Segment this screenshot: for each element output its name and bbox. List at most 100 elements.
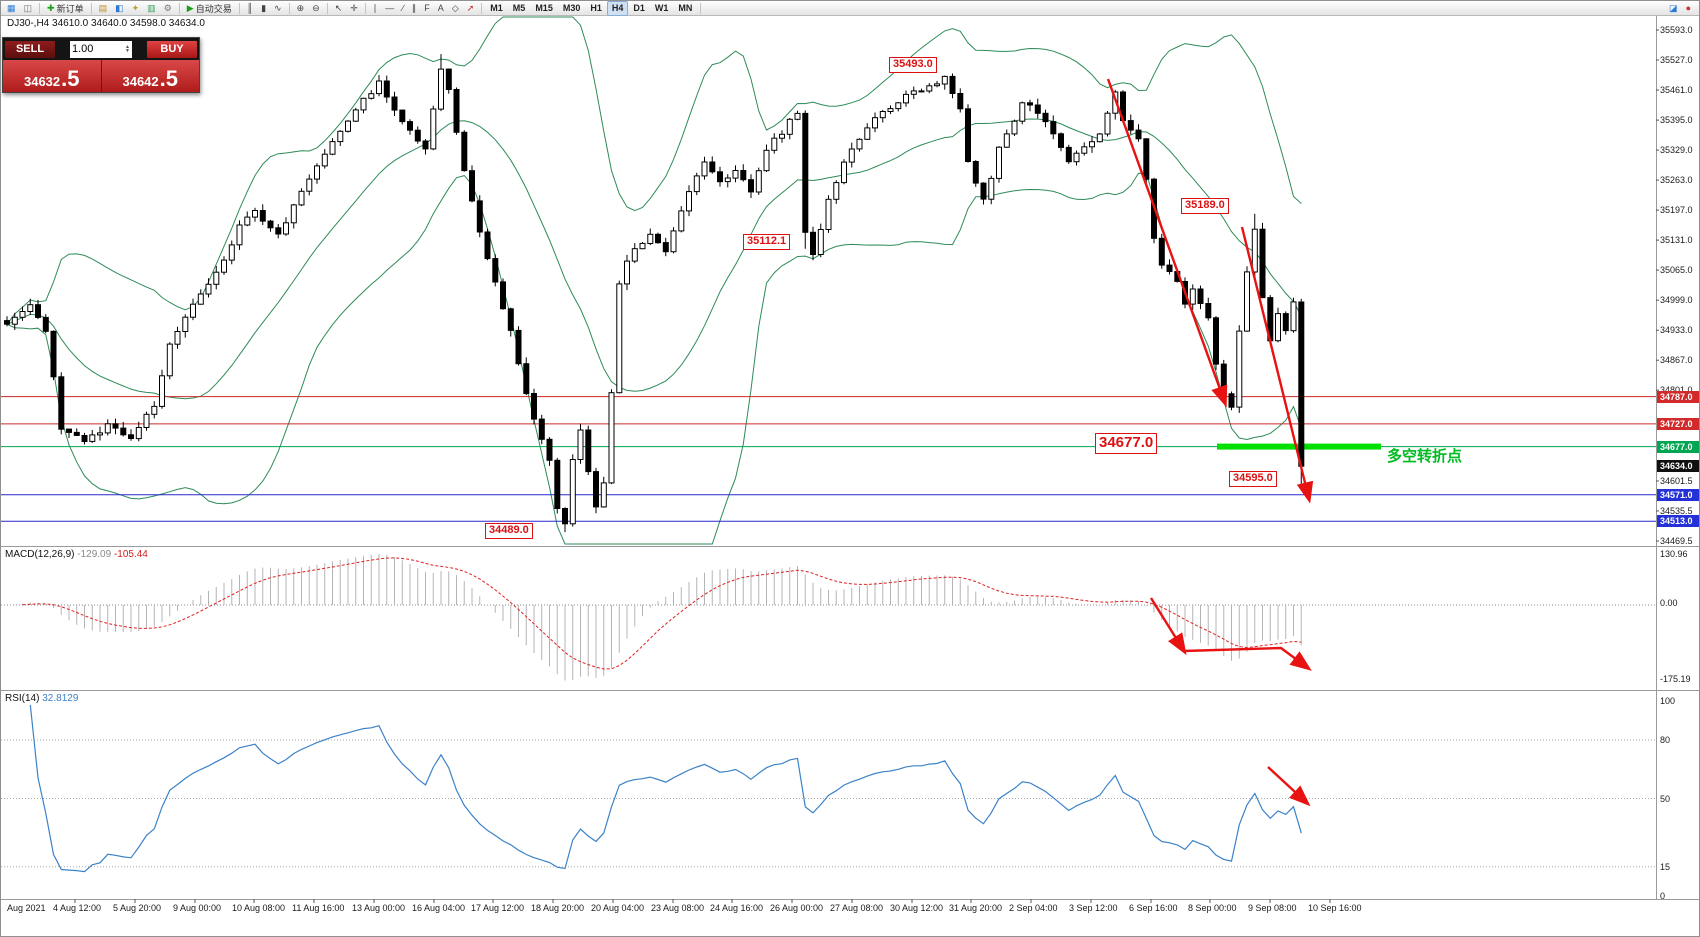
spinner-down-icon[interactable]: ▼: [125, 48, 130, 54]
toolbar-items: ▦ ◫ ✚ 新订单 ▤ ◧ ✦ ▥ ⚙ ▶ 自动交易 ║ ▮ ∿ ⊕ ⊖ ↖ ✛ ∣ ― ∕ ∥ F A ◇ ➚ M1 M5 M15 M3…: [3, 1, 704, 16]
price-axis-tick: 34999.0: [1660, 295, 1693, 305]
price-axis-tick: 35197.0: [1660, 205, 1693, 215]
price-axis-tick: 35329.0: [1660, 145, 1693, 155]
bid-price[interactable]: 34632.5: [3, 60, 102, 92]
time-axis-label: 6 Sep 16:00: [1129, 903, 1178, 913]
time-axis-label: 4 Aug 12:00: [53, 903, 102, 913]
shapes-button-icon: ◇: [451, 2, 459, 13]
new-order-button-icon: ✚: [47, 2, 55, 13]
strategy-tester-button-icon: ⚙: [163, 2, 172, 13]
price-axis-tick: 35461.0: [1660, 85, 1693, 95]
volume-input[interactable]: 1.00 ▲ ▼: [70, 40, 132, 58]
rsi-axis-label: 50: [1660, 794, 1671, 804]
bar-chart-button[interactable]: ║: [243, 1, 257, 16]
timeframe-d1-button[interactable]: D1: [628, 1, 650, 16]
timeframe-mn-button[interactable]: MN: [673, 1, 697, 16]
trendline-button[interactable]: ∕: [398, 1, 408, 16]
time-axis-label: 30 Aug 12:00: [890, 903, 944, 913]
timeframe-m30-button[interactable]: M30: [558, 1, 586, 16]
macd-value-main: -129.09: [77, 549, 112, 560]
timeframe-m15-button[interactable]: M15: [530, 1, 558, 16]
navigator-button-icon: ✦: [131, 2, 140, 13]
autotrading-button[interactable]: ▶ 自动交易: [183, 1, 236, 16]
timeframe-m5-button-icon: M5: [512, 2, 526, 13]
cursor-button-icon: ↖: [334, 2, 343, 13]
time-axis-label: 5 Aug 20:00: [113, 903, 162, 913]
time-axis-label: 3 Sep 12:00: [1069, 903, 1118, 913]
timeframe-mn-button-icon: MN: [678, 2, 693, 13]
vertical-line-button-icon: ∣: [372, 2, 378, 13]
time-axis-label: 20 Aug 04:00: [591, 903, 645, 913]
navigator-button[interactable]: ✦: [128, 1, 144, 16]
zoom-out-button[interactable]: ⊖: [308, 1, 324, 16]
market-watch-button[interactable]: ▤: [95, 1, 112, 16]
toolbar-separator: [700, 2, 702, 14]
one-click-trading-panel: SELL 1.00 ▲ ▼ BUY 34632.5 34642.5: [2, 37, 200, 93]
timeframe-m1-button-icon: M1: [490, 2, 503, 13]
rsi-layer: [1, 704, 1656, 873]
zoom-in-button[interactable]: ⊕: [293, 1, 309, 16]
status-icon[interactable]: ●: [1682, 1, 1695, 16]
spinner-up-icon[interactable]: ▲: [125, 44, 130, 50]
price-axis-tick: 35131.0: [1660, 235, 1693, 245]
time-axis-label: 10 Aug 08:00: [232, 903, 286, 913]
arrows-button-icon: ➚: [466, 2, 475, 13]
line-chart-button[interactable]: ∿: [270, 1, 286, 16]
candlestick-chart-button[interactable]: ▮: [257, 1, 270, 16]
sell-button[interactable]: SELL: [5, 40, 55, 58]
candlestick-chart-button-icon: ▮: [261, 2, 267, 13]
volume-spinner[interactable]: ▲ ▼: [125, 44, 130, 54]
new-chart-button[interactable]: ▦: [3, 1, 20, 16]
price-callout-label: 35189.0: [1181, 198, 1229, 214]
toolbar-separator: [178, 2, 180, 14]
fibonacci-button[interactable]: F: [420, 1, 434, 16]
time-axis-label: 8 Sep 00:00: [1188, 903, 1237, 913]
channel-button[interactable]: ∥: [408, 1, 421, 16]
timeframe-m5-button[interactable]: M5: [508, 1, 531, 16]
terminal-button[interactable]: ▥: [143, 1, 160, 16]
channel-button-icon: ∥: [411, 2, 417, 13]
time-axis-label: 11 Aug 16:00: [292, 903, 345, 913]
timeframe-h1-button[interactable]: H1: [585, 1, 607, 16]
text-button[interactable]: A: [434, 1, 448, 16]
docking-icon[interactable]: ◪: [1665, 1, 1682, 16]
price-axis-tick: 35593.0: [1660, 25, 1693, 35]
profiles-button[interactable]: ◫: [20, 1, 37, 16]
timeframe-m1-button[interactable]: M1: [485, 1, 508, 16]
strategy-tester-button[interactable]: ⚙: [160, 1, 176, 16]
buy-button[interactable]: BUY: [147, 40, 197, 58]
bollinger-bands-layer: [6, 16, 1302, 545]
timeframe-h4-button[interactable]: H4: [606, 1, 629, 16]
volume-value: 1.00: [72, 43, 94, 55]
timeframe-w1-button[interactable]: W1: [650, 1, 674, 16]
cursor-button[interactable]: ↖: [331, 1, 347, 16]
rsi-axis-label: 100: [1660, 696, 1676, 706]
main-toolbar: ▦ ◫ ✚ 新订单 ▤ ◧ ✦ ▥ ⚙ ▶ 自动交易 ║ ▮ ∿ ⊕ ⊖ ↖ ✛ ∣ ― ∕ ∥ F A ◇ ➚ M1 M5 M15 M3…: [1, 1, 1699, 16]
status-icon-icon: ●: [1685, 2, 1691, 13]
trade-panel-prices: 34632.5 34642.5: [3, 60, 199, 92]
toolbar-right: ◪ ●: [1665, 1, 1697, 16]
data-window-button-icon: ◧: [115, 2, 124, 13]
time-axis-label: 27 Aug 08:00: [830, 903, 884, 913]
crosshair-button[interactable]: ✛: [346, 1, 362, 16]
horizontal-line-button[interactable]: ―: [381, 1, 398, 16]
horizontal-line-button-icon: ―: [385, 2, 395, 13]
ask-price[interactable]: 34642.5: [101, 60, 199, 92]
macd-axis-label: -175.19: [1660, 674, 1691, 684]
arrows-button[interactable]: ➚: [463, 1, 479, 16]
ask-price-pips: .5: [159, 66, 178, 92]
new-order-button[interactable]: ✚ 新订单: [43, 1, 88, 16]
vertical-line-button[interactable]: ∣: [369, 1, 382, 16]
shapes-button[interactable]: ◇: [448, 1, 463, 16]
autotrading-button-label: 自动交易: [195, 3, 232, 14]
timeframe-d1-button-icon: D1: [633, 2, 645, 13]
price-callout-label: 35112.1: [743, 234, 791, 250]
price-axis-tick: 34601.5: [1660, 476, 1693, 486]
price-tag: 34634.0: [1657, 460, 1699, 472]
timeframe-h4-button-icon: H4: [611, 2, 624, 13]
time-axis-label: 13 Aug 00:00: [352, 903, 406, 913]
data-window-button[interactable]: ◧: [111, 1, 128, 16]
time-axis-label: 18 Aug 20:00: [531, 903, 585, 913]
timeframe-m30-button-icon: M30: [562, 2, 581, 13]
